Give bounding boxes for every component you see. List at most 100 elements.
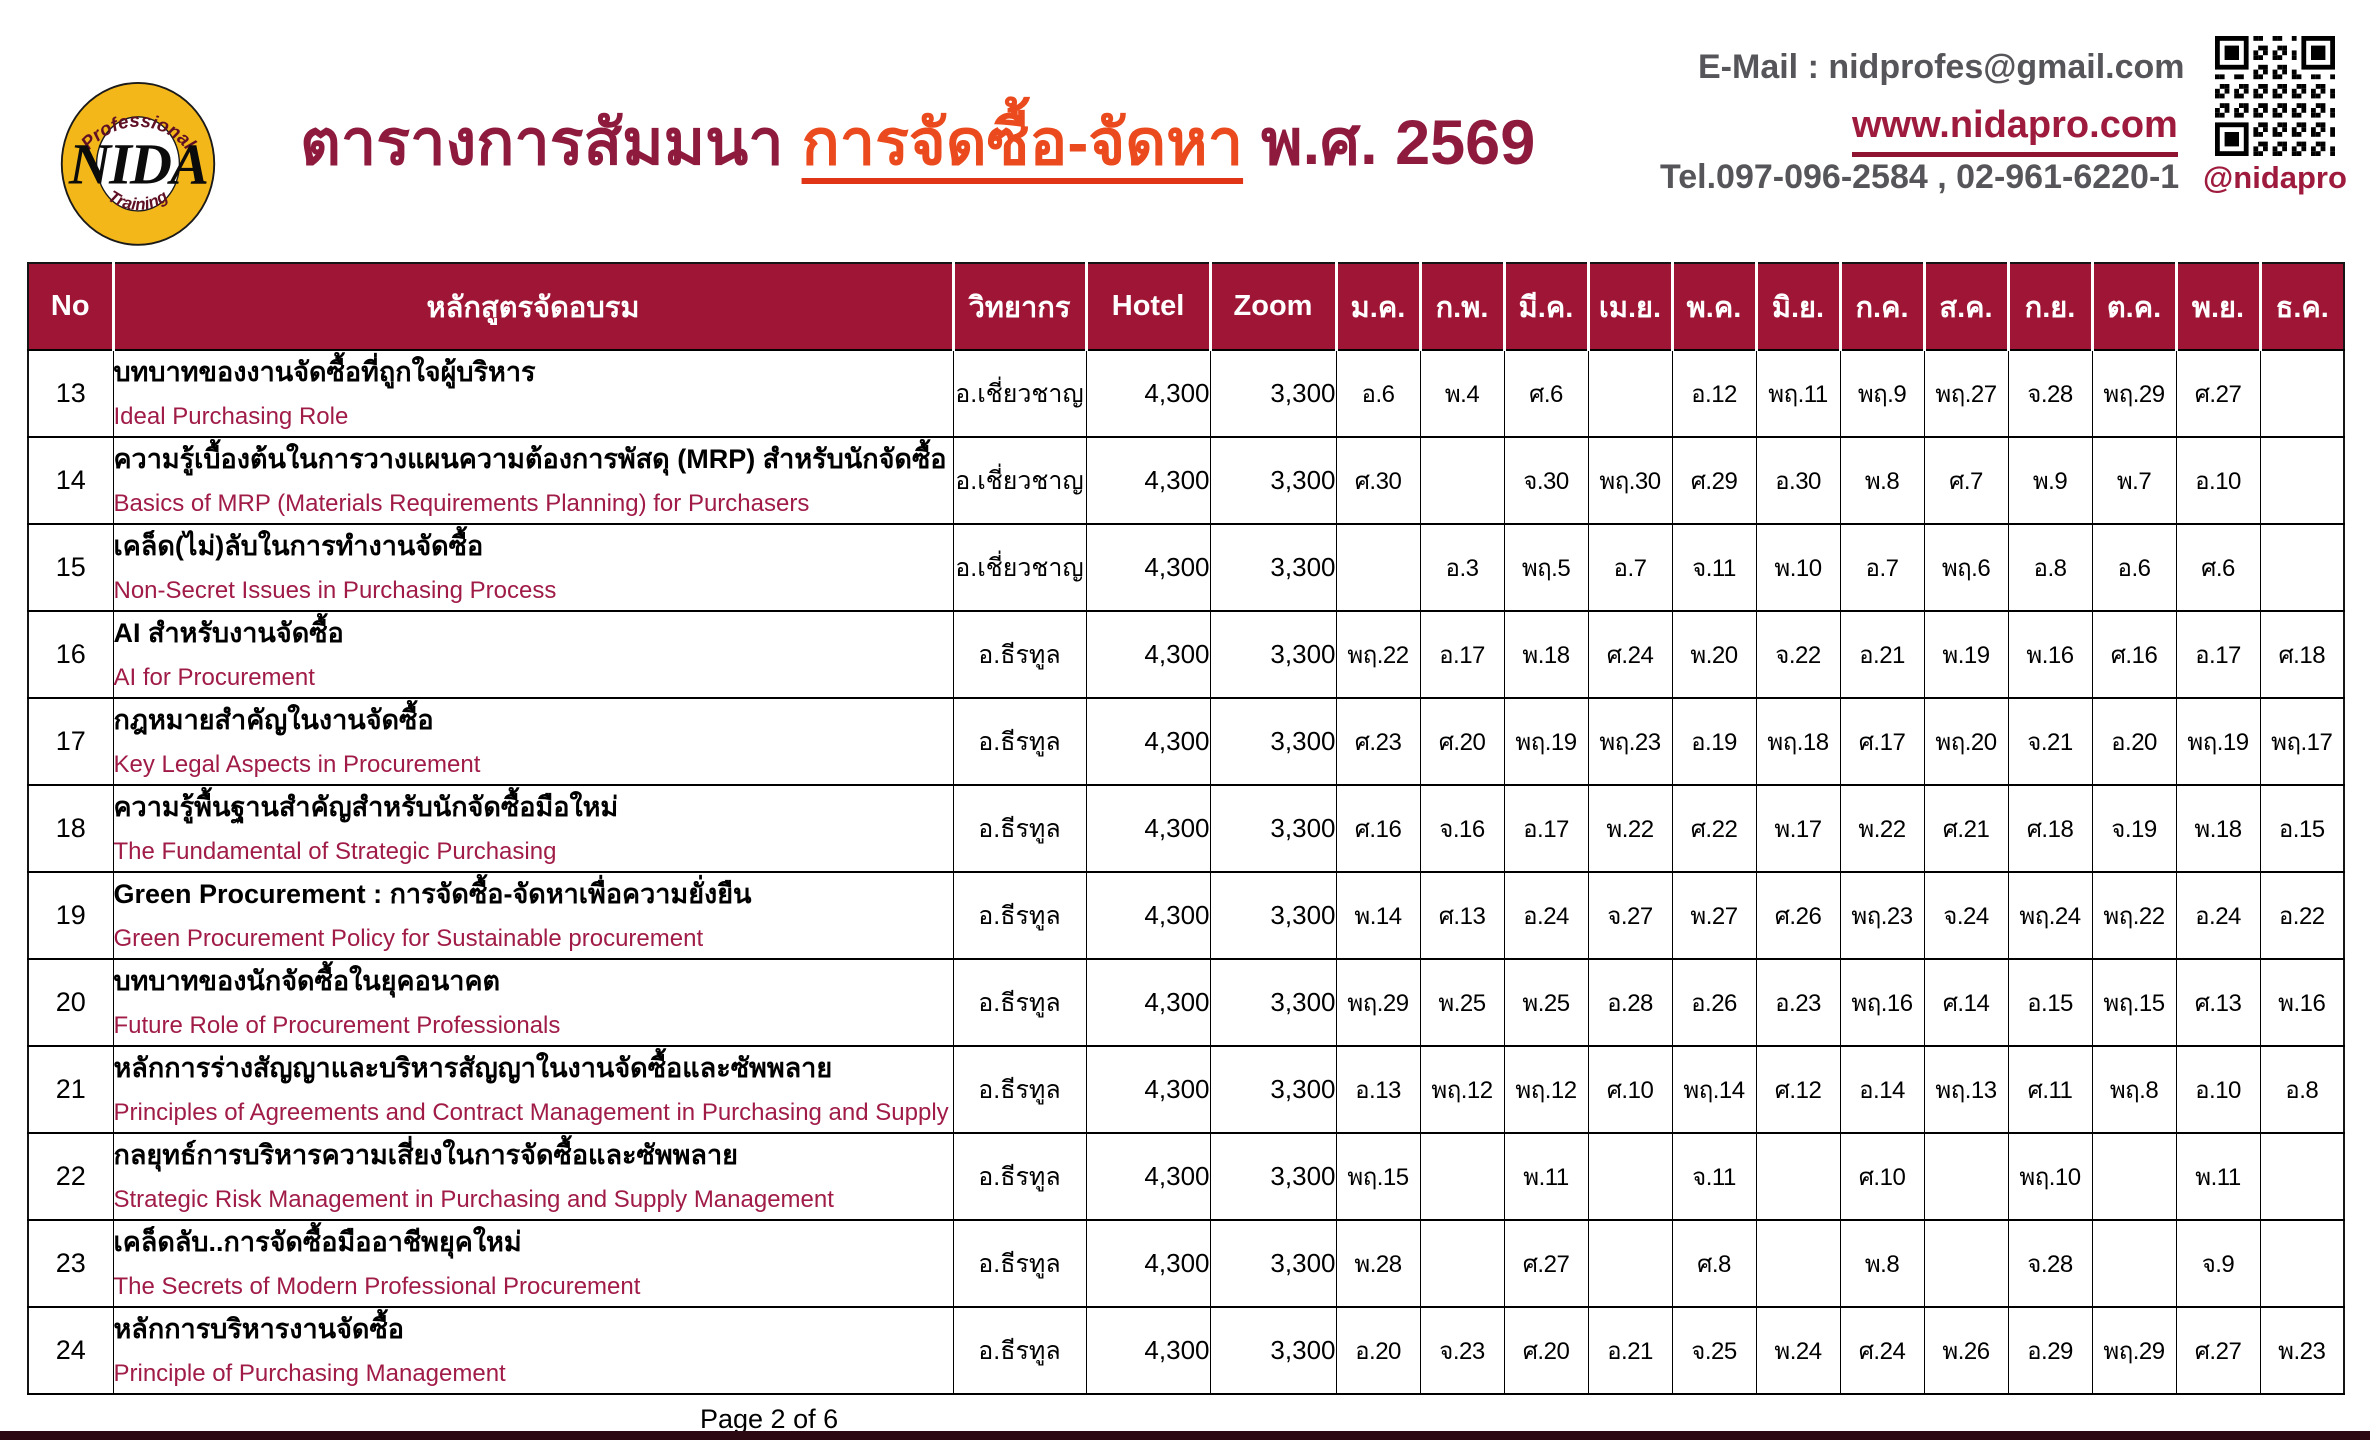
month-cell: พ.8 (1840, 1220, 1925, 1308)
title-prefix: ตารางการสัมมนา (300, 108, 784, 178)
qr-code (2215, 36, 2335, 156)
month-cell: จ.11 (1672, 1133, 1757, 1221)
month-cell: อ.17 (1504, 785, 1589, 873)
column-header: ส.ค. (1922, 263, 2010, 351)
row-number: 13 (28, 350, 114, 438)
month-cell: ศ.16 (1336, 785, 1421, 873)
course-cell: บทบาทของงานจัดซื้อที่ถูกใจผู้บริหาร Ideal… (113, 350, 954, 438)
month-cell (1588, 1220, 1673, 1308)
row-number: 23 (28, 1220, 114, 1308)
website-link[interactable]: www.nidapro.com (1852, 104, 2178, 157)
month-cell: จ.24 (1924, 872, 2009, 960)
course-title-en: Non-Secret Issues in Purchasing Process (113, 577, 557, 605)
course-title-en: Strategic Risk Management in Purchasing … (113, 1186, 834, 1214)
month-cell: พฤ.23 (1840, 872, 1925, 960)
hotel-price-cell: 4,300 (1086, 524, 1211, 612)
row-number: 15 (28, 524, 114, 612)
month-cell: อ.20 (1336, 1307, 1421, 1395)
zoom-price-cell: 3,300 (1210, 1220, 1337, 1308)
row-number: 16 (28, 611, 114, 699)
course-title-en: The Fundamental of Strategic Purchasing (113, 838, 557, 866)
month-cell: พฤ.5 (1504, 524, 1589, 612)
month-cell: ศ.23 (1336, 698, 1421, 786)
table-row: 21 หลักการร่างสัญญาและบริหารสัญญาในงานจัด… (28, 1046, 2345, 1134)
course-cell: หลักการร่างสัญญาและบริหารสัญญาในงานจัดซื… (113, 1046, 954, 1134)
month-cell: ศ.13 (2176, 959, 2261, 1047)
hotel-price-cell: 4,300 (1086, 350, 1211, 438)
month-cell (1756, 1133, 1841, 1221)
column-header: ม.ค. (1334, 263, 1422, 351)
course-title-th: หลักการบริหารงานจัดซื้อ (113, 1313, 405, 1344)
month-cell: อ.13 (1336, 1046, 1421, 1134)
hotel-price-cell: 4,300 (1086, 437, 1211, 525)
instructor-cell: อ.ธีรทูล (953, 959, 1087, 1047)
month-cell: ศ.24 (1588, 611, 1673, 699)
month-cell (1756, 1220, 1841, 1308)
instructor-cell: อ.ธีรทูล (953, 872, 1087, 960)
month-cell: อ.15 (2260, 785, 2345, 873)
course-title-th: เคล็ด(ไม่)ลับในการทำงานจัดซื้อ (113, 530, 484, 561)
month-cell: พฤ.12 (1504, 1046, 1589, 1134)
hotel-price-cell: 4,300 (1086, 611, 1211, 699)
column-header: Zoom (1208, 263, 1338, 351)
month-cell: พฤ.29 (1336, 959, 1421, 1047)
course-title-th: ความรู้พื้นฐานสำคัญสำหรับนักจัดซื้อมือให… (113, 791, 619, 822)
zoom-price-cell: 3,300 (1210, 611, 1337, 699)
month-cell: พฤ.10 (2008, 1133, 2093, 1221)
column-header: พ.ค. (1670, 263, 1758, 351)
month-cell: พฤ.23 (1588, 698, 1673, 786)
course-title-th: เคล็ดลับ..การจัดซื้อมืออาชีพยุคใหม่ (113, 1226, 522, 1257)
month-cell (2260, 524, 2345, 612)
course-wrap: หลักการร่างสัญญาและบริหารสัญญาในงานจัดซื… (114, 1053, 953, 1127)
instructor-cell: อ.ธีรทูล (953, 785, 1087, 873)
month-cell (1924, 1133, 2009, 1221)
month-cell (1420, 1133, 1505, 1221)
nida-logo: Professional Training NIDA (60, 82, 216, 246)
column-header: มิ.ย. (1754, 263, 1842, 351)
zoom-price-cell: 3,300 (1210, 959, 1337, 1047)
course-cell: หลักการบริหารงานจัดซื้อ Principle of Purc… (113, 1307, 954, 1395)
instructor-cell: อ.ธีรทูล (953, 1133, 1087, 1221)
table-row: 13 บทบาทของงานจัดซื้อที่ถูกใจผู้บริหาร Ide… (28, 350, 2345, 438)
month-cell: ศ.24 (1840, 1307, 1925, 1395)
month-cell: จ.21 (2008, 698, 2093, 786)
month-cell (1588, 1133, 1673, 1221)
month-cell: ศ.16 (2092, 611, 2177, 699)
row-number: 22 (28, 1133, 114, 1221)
course-cell: ความรู้เบื้องต้นในการวางแผนความต้องการพั… (113, 437, 954, 525)
course-wrap: AI สำหรับงานจัดซื้อ AI for Procurement (114, 618, 953, 692)
zoom-price-cell: 3,300 (1210, 437, 1337, 525)
row-number: 20 (28, 959, 114, 1047)
month-cell: ศ.6 (2176, 524, 2261, 612)
month-cell: พ.24 (1756, 1307, 1841, 1395)
course-title-en: Key Legal Aspects in Procurement (113, 751, 481, 779)
hotel-price-cell: 4,300 (1086, 1220, 1211, 1308)
zoom-price-cell: 3,300 (1210, 1307, 1337, 1395)
course-title-th: บทบาทของนักจัดซื้อในยุคอนาคต (113, 965, 501, 996)
month-cell: พ.19 (1924, 611, 2009, 699)
month-cell: ศ.13 (1420, 872, 1505, 960)
course-wrap: บทบาทของงานจัดซื้อที่ถูกใจผู้บริหาร Ideal… (114, 357, 953, 431)
bottom-bar (0, 1431, 2370, 1440)
month-cell: อ.12 (1672, 350, 1757, 438)
month-cell: อ.20 (2092, 698, 2177, 786)
month-cell (2260, 437, 2345, 525)
course-title-th: AI สำหรับงานจัดซื้อ (113, 617, 344, 648)
month-cell: อ.15 (2008, 959, 2093, 1047)
month-cell: อ.21 (1588, 1307, 1673, 1395)
course-title-en: The Secrets of Modern Professional Procu… (113, 1273, 641, 1301)
course-title-th: กฎหมายสำคัญในงานจัดซื้อ (113, 704, 434, 735)
month-cell: จ.11 (1672, 524, 1757, 612)
course-cell: บทบาทของนักจัดซื้อในยุคอนาคต Future Role … (113, 959, 954, 1047)
month-cell: อ.8 (2008, 524, 2093, 612)
course-title-th: กลยุทธ์การบริหารความเสี่ยงในการจัดซื้อแล… (113, 1139, 738, 1170)
month-cell: ศ.11 (2008, 1046, 2093, 1134)
month-cell: ศ.12 (1756, 1046, 1841, 1134)
contact-email: E-Mail : nidprofes@gmail.com (1698, 48, 2185, 86)
header-row: No หลักสูตรจัดอบรม วิทยากร Hotel Zoom ม.ค. ก.พ… (28, 263, 2344, 351)
month-cell: ศ.6 (1504, 350, 1589, 438)
month-cell: พฤ.29 (2092, 1307, 2177, 1395)
month-cell: อ.30 (1756, 437, 1841, 525)
month-cell: อ.14 (1840, 1046, 1925, 1134)
course-title-en: Principle of Purchasing Management (113, 1360, 506, 1388)
